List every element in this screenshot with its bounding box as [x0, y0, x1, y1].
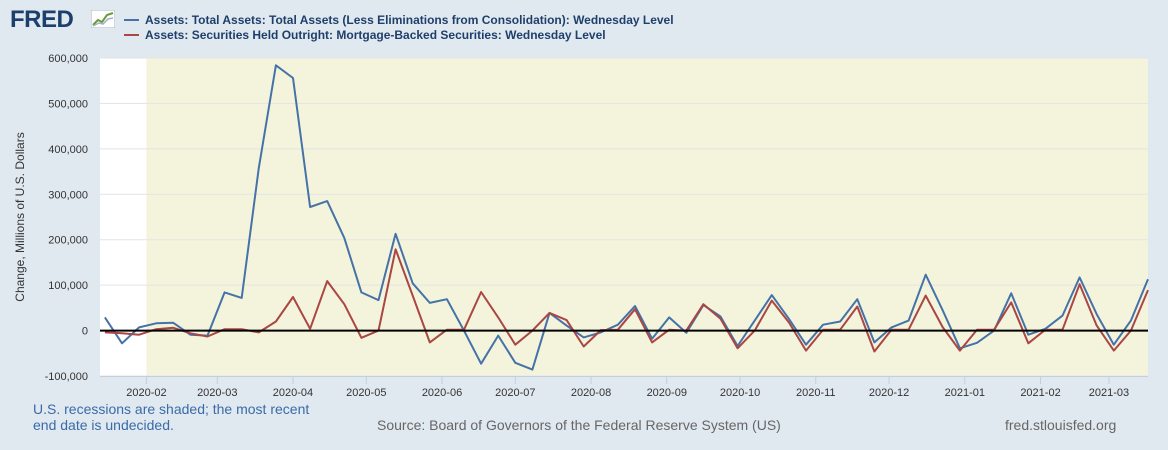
y-tick-label: -100,000 — [45, 371, 88, 383]
recession-shading — [146, 58, 1148, 376]
x-tick-label: 2020-03 — [197, 387, 237, 399]
legend-label: Assets: Total Assets: Total Assets (Less… — [145, 13, 674, 27]
series-line — [104, 248, 1149, 353]
x-tick-label: 2020-11 — [796, 387, 836, 399]
x-tick-label: 2021-03 — [1089, 387, 1129, 399]
x-tick-label: 2020-05 — [346, 387, 386, 399]
x-tick-label: 2021-02 — [1020, 387, 1060, 399]
series-2 — [104, 248, 1149, 353]
x-tick-label: 2020-02 — [126, 387, 166, 399]
y-tick-label: 100,000 — [48, 280, 88, 292]
y-tick-label: 300,000 — [48, 189, 88, 201]
x-tick-label: 2020-09 — [647, 387, 687, 399]
legend-swatch-red — [124, 34, 139, 36]
x-tick-label: 2020-04 — [273, 387, 313, 399]
site-link[interactable]: fred.stlouisfed.org — [1005, 417, 1117, 433]
x-tick-label: 2020-06 — [422, 387, 462, 399]
y-tick-label: 500,000 — [48, 98, 88, 110]
x-tick-label: 2020-08 — [571, 387, 611, 399]
series-line — [104, 64, 1149, 371]
x-tick-label: 2020-12 — [869, 387, 909, 399]
legend-item-total-assets[interactable]: Assets: Total Assets: Total Assets (Less… — [124, 13, 674, 27]
series-1 — [104, 64, 1149, 371]
legend-label: Assets: Securities Held Outright: Mortga… — [145, 28, 606, 42]
chart-line-icon — [91, 10, 115, 28]
legend-item-mbs[interactable]: Assets: Securities Held Outright: Mortga… — [124, 28, 606, 42]
x-tick-label: 2020-07 — [495, 387, 535, 399]
x-tick-label: 2020-10 — [720, 387, 760, 399]
x-tick-label: 2021-01 — [945, 387, 985, 399]
y-axis-label: Change, Millions of U.S. Dollars — [13, 132, 27, 301]
y-tick-label: 400,000 — [48, 144, 88, 156]
fred-logo[interactable]: FRED — [10, 6, 74, 33]
source-text: Source: Board of Governors of the Federa… — [377, 417, 781, 433]
y-tick-label: 0 — [82, 326, 88, 338]
recession-note: U.S. recessions are shaded; the most rec… — [33, 401, 310, 433]
y-tick-label: 200,000 — [48, 235, 88, 247]
y-tick-label: 600,000 — [48, 53, 88, 65]
legend-swatch-blue — [124, 19, 139, 21]
